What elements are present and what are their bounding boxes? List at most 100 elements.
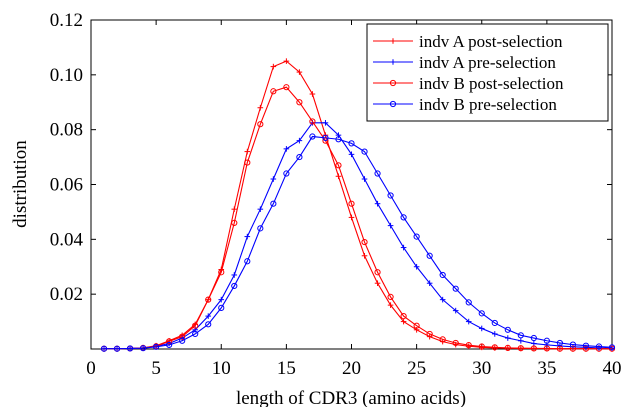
data-point: [348, 151, 355, 158]
data-point: [491, 319, 498, 327]
data-point: [413, 233, 420, 240]
x-tick-label: 30: [472, 358, 491, 379]
y-tick-label: 0.08: [50, 120, 83, 141]
x-tick-label: 35: [537, 358, 556, 379]
data-point: [140, 345, 147, 352]
data-point: [205, 321, 212, 328]
data-point: [322, 120, 329, 126]
data-point: [452, 285, 459, 292]
x-tick-label: 5: [151, 358, 161, 379]
legend-marker: [390, 38, 396, 44]
legend-marker: [389, 100, 397, 108]
data-point: [126, 345, 134, 352]
data-point: [465, 299, 472, 306]
data-point: [218, 304, 225, 311]
x-tick-label: 40: [603, 358, 622, 379]
data-point: [270, 88, 277, 95]
legend-entry: indv A post-selection: [373, 32, 563, 51]
data-point: [218, 296, 225, 303]
data-point: [361, 148, 368, 155]
data-point: [270, 63, 277, 70]
legend-box: [366, 23, 609, 122]
data-point: [465, 342, 472, 349]
data-point: [478, 325, 485, 332]
data-point: [439, 336, 446, 343]
y-tick-label: 0.12: [50, 10, 83, 31]
data-point: [296, 153, 303, 161]
series-line: [104, 86, 612, 350]
data-point: [296, 99, 303, 106]
data-point: [283, 84, 290, 91]
data-point: [153, 343, 160, 350]
data-point: [309, 133, 316, 140]
x-tick-label: 0: [86, 358, 96, 379]
data-point: [179, 333, 186, 340]
data-point: [283, 58, 290, 64]
data-point: [387, 192, 394, 199]
series-line: [104, 122, 613, 350]
data-point: [231, 206, 238, 212]
data-point: [374, 170, 381, 177]
data-point: [374, 200, 381, 207]
data-point: [478, 343, 485, 350]
legend-label: indv A pre-selection: [419, 53, 556, 72]
y-tick-label: 0.10: [50, 65, 83, 86]
data-point: [283, 146, 290, 152]
data-point: [608, 344, 616, 351]
data-point: [556, 339, 564, 347]
legend-label: indv B post-selection: [419, 74, 564, 93]
data-point: [465, 318, 472, 325]
legend: indv A post-selection indv A pre-selectio…: [366, 23, 609, 122]
legend-label: indv A post-selection: [419, 32, 563, 51]
data-point: [452, 339, 459, 347]
legend-marker: [390, 59, 396, 65]
data-point: [361, 252, 368, 259]
y-tick-label: 0.02: [50, 284, 83, 305]
x-tick-label: 15: [277, 358, 296, 379]
data-point: [296, 69, 303, 75]
legend-marker: [389, 79, 397, 87]
data-point: [452, 307, 459, 314]
data-point: [100, 345, 108, 352]
data-point: [517, 332, 524, 339]
data-point: [530, 345, 537, 352]
data-point: [543, 345, 550, 352]
data-point: [244, 233, 251, 240]
data-point: [322, 134, 329, 141]
series-4: [100, 133, 616, 352]
data-point: [335, 136, 342, 143]
data-point: [505, 335, 511, 341]
data-point: [361, 176, 368, 182]
data-point: [400, 318, 407, 325]
data-point: [192, 322, 199, 329]
data-point: [335, 162, 342, 169]
data-point: [530, 334, 537, 342]
data-point: [244, 258, 251, 265]
data-point: [400, 313, 407, 320]
data-point: [413, 322, 420, 329]
series-3: [100, 84, 616, 352]
data-point: [179, 337, 186, 344]
data-point: [309, 118, 316, 125]
y-tick-labels: 0.02 0.04 0.06 0.08 0.10 0.12: [50, 10, 84, 305]
data-point: [348, 140, 355, 147]
data-point: [595, 343, 603, 350]
data-point: [335, 173, 342, 180]
data-point: [348, 200, 355, 207]
x-axis-title: length of CDR3 (amino acids): [236, 388, 466, 407]
legend-label: indv B pre-selection: [419, 95, 557, 114]
data-point: [257, 225, 264, 232]
data-point: [426, 330, 433, 338]
data-point: [361, 238, 368, 246]
y-tick-label: 0.06: [50, 175, 83, 196]
data-point: [113, 345, 121, 352]
data-point: [518, 337, 524, 344]
data-point: [569, 345, 577, 352]
data-point: [387, 302, 394, 308]
data-point: [491, 331, 498, 337]
data-point: [439, 296, 446, 303]
data-point: [491, 344, 498, 351]
x-tick-label: 10: [212, 358, 231, 379]
data-point: [374, 269, 381, 276]
